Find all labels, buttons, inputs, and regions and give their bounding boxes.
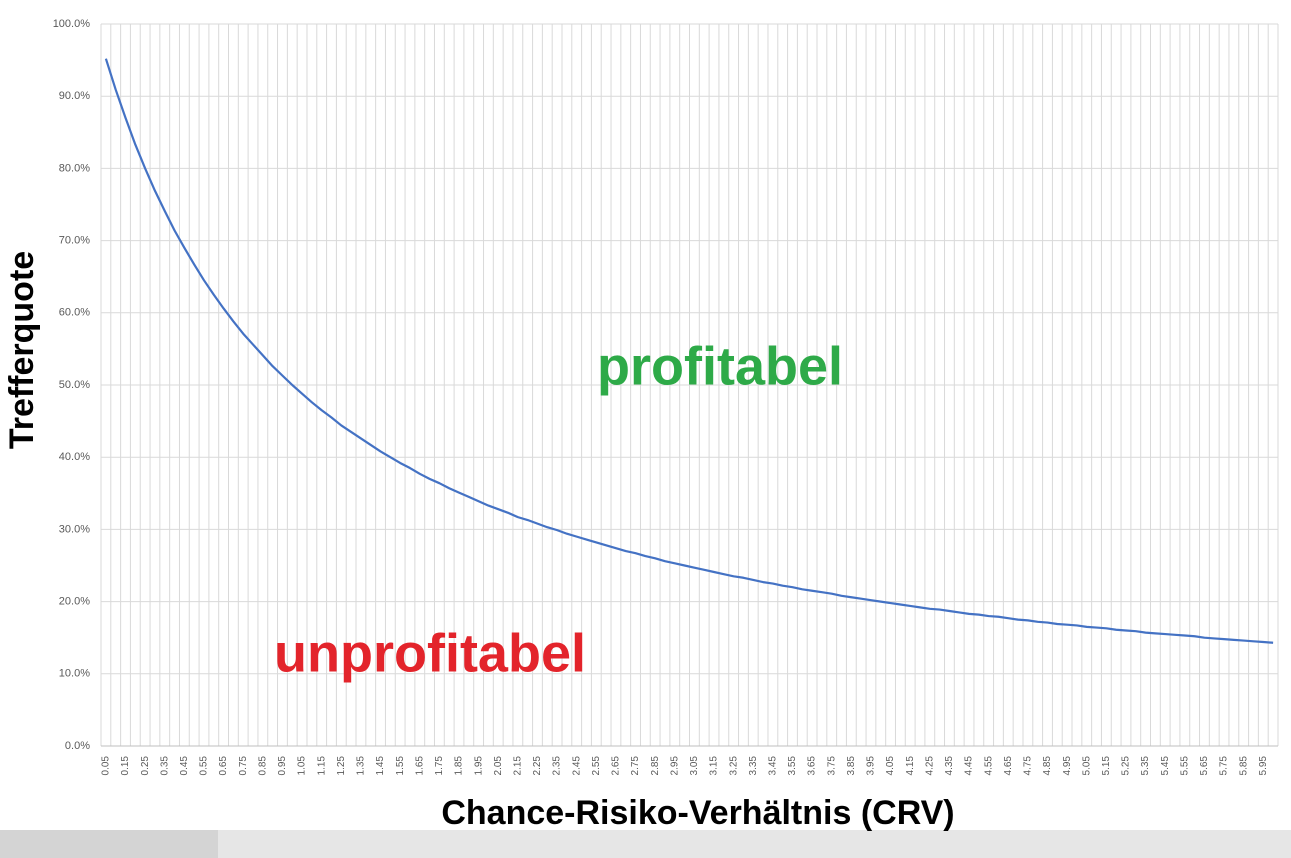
bottom-bar-left: [0, 830, 218, 858]
x-tick-label: 0.35: [159, 756, 170, 776]
x-tick-label: 2.65: [611, 756, 622, 776]
x-tick-label: 5.25: [1121, 756, 1132, 776]
x-tick-label: 4.75: [1023, 756, 1034, 776]
y-tick-label: 90.0%: [59, 90, 90, 102]
y-tick-label: 100.0%: [53, 18, 91, 30]
x-tick-label: 3.25: [728, 756, 739, 776]
x-tick-label: 0.95: [277, 756, 288, 776]
y-tick-label: 80.0%: [59, 162, 90, 174]
x-tick-label: 1.25: [336, 756, 347, 776]
x-tick-label: 5.65: [1199, 756, 1210, 776]
x-tick-label: 2.15: [512, 756, 523, 776]
x-tick-label: 1.45: [375, 756, 386, 776]
x-tick-label: 1.95: [473, 756, 484, 776]
x-tick-label: 0.85: [257, 756, 268, 776]
x-tick-label: 1.85: [454, 756, 465, 776]
x-tick-label: 0.55: [199, 756, 210, 776]
x-tick-label: 0.75: [238, 756, 249, 776]
x-tick-label: 1.15: [316, 756, 327, 776]
x-tick-label: 4.35: [944, 756, 955, 776]
y-tick-label: 30.0%: [59, 523, 90, 535]
x-tick-label: 3.45: [768, 756, 779, 776]
line: [104, 58, 1274, 644]
x-tick-label: 1.05: [297, 756, 308, 776]
x-tick-label: 3.15: [709, 756, 720, 776]
y-tick-label: 60.0%: [59, 307, 90, 319]
x-tick-label: 4.95: [1062, 756, 1073, 776]
x-tick-label: 4.85: [1042, 756, 1053, 776]
x-tick-label: 2.75: [630, 756, 641, 776]
y-tick-label: 0.0%: [65, 740, 90, 752]
x-tick-label: 2.25: [532, 756, 543, 776]
x-tick-label: 0.45: [179, 756, 190, 776]
x-tick-label: 3.35: [748, 756, 759, 776]
x-tick-label: 3.65: [807, 756, 818, 776]
x-tick-label: 0.05: [101, 756, 112, 776]
x-tick-label: 2.55: [591, 756, 602, 776]
x-tick-label: 1.75: [434, 756, 445, 776]
x-tick-label: 4.05: [885, 756, 896, 776]
annotation-unprofitable: unprofitabel: [274, 623, 586, 683]
y-tick-label: 50.0%: [59, 379, 90, 391]
annotation-profitable: profitabel: [597, 336, 843, 396]
x-tick-label: 0.25: [140, 756, 151, 776]
x-tick-label: 1.65: [414, 756, 425, 776]
x-tick-label: 2.35: [552, 756, 563, 776]
x-tick-label: 3.95: [866, 756, 877, 776]
x-tick-label: 3.55: [787, 756, 798, 776]
y-tick-label: 40.0%: [59, 451, 90, 463]
x-tick-label: 5.85: [1238, 756, 1249, 776]
x-tick-label: 5.35: [1140, 756, 1151, 776]
x-tick-label: 5.55: [1179, 756, 1190, 776]
y-tick-label: 10.0%: [59, 668, 90, 680]
x-tick-label: 4.45: [964, 756, 975, 776]
x-tick-label: 1.55: [395, 756, 406, 776]
x-tick-label: 5.15: [1101, 756, 1112, 776]
x-tick-label: 0.65: [218, 756, 229, 776]
x-tick-label: 5.95: [1258, 756, 1269, 776]
x-tick-label: 2.85: [650, 756, 661, 776]
x-tick-label: 3.75: [826, 756, 837, 776]
x-tick-label: 2.45: [571, 756, 582, 776]
x-tick-label: 0.15: [120, 756, 131, 776]
x-tick-label: 5.45: [1160, 756, 1171, 776]
x-tick-label: 4.15: [905, 756, 916, 776]
x-tick-label: 4.25: [924, 756, 935, 776]
x-tick-label: 2.05: [493, 756, 504, 776]
x-tick-label: 4.55: [983, 756, 994, 776]
x-tick-label: 2.95: [669, 756, 680, 776]
x-tick-label: 3.05: [689, 756, 700, 776]
x-tick-label: 5.05: [1081, 756, 1092, 776]
x-tick-label: 3.85: [846, 756, 857, 776]
x-tick-label: 4.65: [1003, 756, 1014, 776]
x-tick-label: 5.75: [1219, 756, 1230, 776]
y-axis-title: Trefferquote: [3, 251, 41, 449]
y-tick-label: 20.0%: [59, 596, 90, 608]
x-tick-label: 1.35: [356, 756, 367, 776]
x-axis-title: Chance-Risiko-Verhältnis (CRV): [441, 794, 954, 832]
y-tick-label: 70.0%: [59, 235, 90, 247]
